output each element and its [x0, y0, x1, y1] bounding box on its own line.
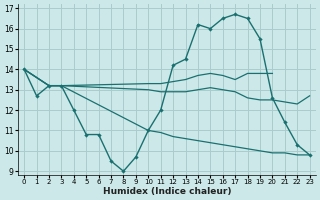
X-axis label: Humidex (Indice chaleur): Humidex (Indice chaleur) [103, 187, 231, 196]
